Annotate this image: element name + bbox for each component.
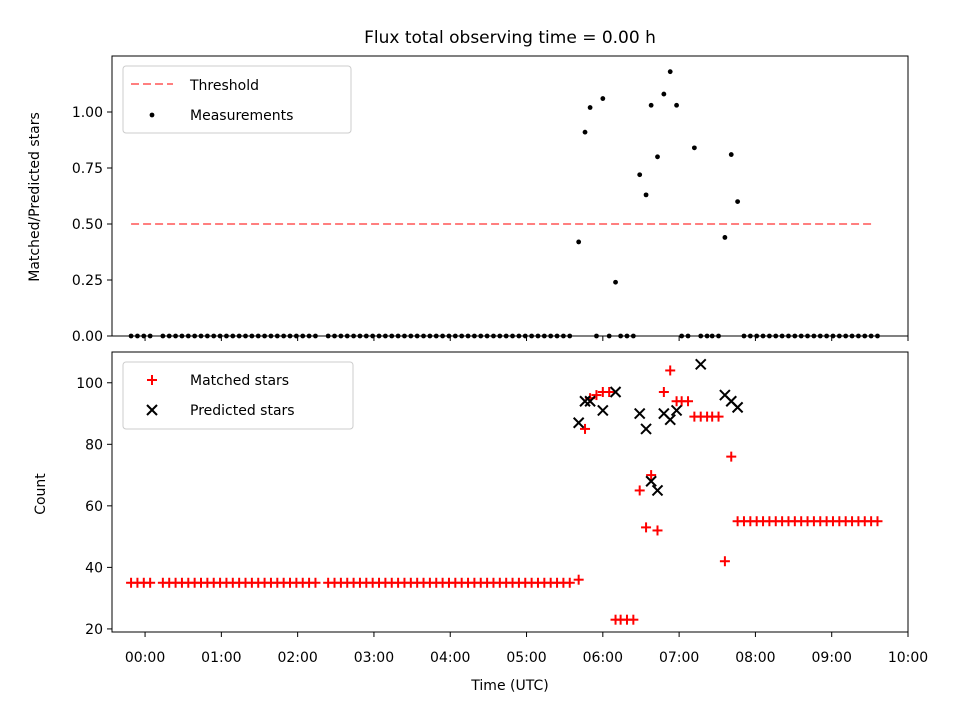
legend-measurements-swatch (149, 112, 155, 118)
predicted-star-point (609, 386, 622, 398)
predicted-star-point (695, 358, 707, 371)
predicted-star-point (572, 417, 585, 429)
matched-star-point (628, 614, 639, 625)
bottom-x-tick-label: 02:00 (277, 650, 317, 666)
measurement-point (691, 145, 697, 151)
bottom-y-axis-label: Count (33, 473, 49, 515)
predicted-star-point (731, 401, 744, 414)
predicted-star-point (597, 404, 609, 417)
measurement-point (643, 192, 649, 198)
measurement-point (735, 199, 741, 205)
bottom-x-tick-label: 00:00 (125, 650, 165, 666)
chart-title: Flux total observing time = 0.00 h (364, 28, 656, 48)
top-y-tick-label: 1.00 (72, 105, 103, 121)
bottom-y-tick-label: 40 (85, 560, 103, 576)
legend-predicted-swatch (146, 404, 158, 416)
top-panel: 0.00 0.25 0.50 0.75 1.00 Threshold Measureme… (72, 55, 909, 345)
bottom-legend-box (122, 361, 354, 430)
bottom-x-tick-label: 08:00 (735, 650, 775, 666)
bottom-y-ticks: 20 40 60 80 100 (76, 376, 112, 638)
measurement-point (674, 102, 679, 108)
measurement-point (587, 105, 593, 110)
top-plot-frame (111, 55, 909, 337)
bottom-x-tick-label: 07:00 (659, 650, 699, 666)
top-y-tick-label: 0.25 (72, 273, 103, 289)
matched-star-point (634, 485, 645, 496)
bottom-x-ticks: 00:00 01:00 02:00 03:00 04:00 05:00 06:00 07:00… (125, 632, 928, 666)
top-y-tick-label: 0.75 (72, 161, 103, 177)
measurement-point (600, 96, 606, 101)
x-axis-label: Time (UTC) (470, 678, 548, 694)
matched-star-point (872, 516, 883, 527)
bottom-plot-marks (126, 358, 883, 625)
bottom-panel: 20 40 60 80 100 00:00 01:00 02:00 03:00 04:00 05:… (76, 351, 928, 666)
matched-star-point (564, 577, 575, 588)
matched-star-point (726, 451, 737, 462)
matched-star-point (713, 411, 724, 422)
bottom-y-tick-label: 60 (85, 499, 103, 515)
predicted-star-point (645, 475, 657, 487)
measurement-point (613, 279, 618, 285)
matched-star-point (665, 365, 676, 376)
predicted-star-point (633, 407, 646, 420)
measurement-point (576, 239, 582, 245)
measurement-point (637, 172, 643, 178)
legend-threshold-label: Threshold (189, 78, 259, 94)
bottom-y-tick-label: 20 (85, 622, 103, 638)
matched-star-point (145, 577, 156, 588)
bottom-x-tick-label: 01:00 (201, 650, 241, 666)
top-legend-box (122, 65, 352, 134)
matched-star-point (652, 525, 663, 536)
legend-matched-label: Matched stars (190, 373, 289, 389)
predicted-star-point (579, 395, 591, 407)
measurement-point (582, 129, 588, 135)
matched-star-point (658, 387, 669, 397)
bottom-y-tick-label: 100 (76, 376, 103, 392)
measurement-point (648, 102, 654, 108)
measurement-point (728, 152, 734, 157)
bottom-y-tick-label: 80 (85, 437, 103, 453)
bottom-plot-frame (111, 351, 909, 633)
bottom-x-tick-label: 10:00 (888, 650, 928, 666)
top-y-tick-label: 0.00 (72, 329, 103, 345)
matched-star-point (310, 577, 321, 588)
matched-star-point (580, 423, 591, 434)
predicted-star-point (670, 404, 683, 417)
top-y-tick-label: 0.50 (72, 217, 103, 233)
legend-predicted-label: Predicted stars (190, 403, 295, 419)
bottom-x-tick-label: 05:00 (506, 650, 546, 666)
predicted-star-point (640, 423, 652, 435)
matched-star-point (719, 556, 730, 567)
bottom-x-tick-label: 03:00 (354, 650, 394, 666)
bottom-x-tick-label: 09:00 (812, 650, 852, 666)
predicted-star-point (651, 484, 664, 497)
matched-star-point (646, 470, 657, 481)
bottom-legend: Matched stars Predicted stars (122, 361, 354, 430)
measurement-point (667, 69, 673, 75)
predicted-star-point (664, 413, 676, 426)
matched-star-point (683, 396, 694, 407)
top-legend: Threshold Measurements (122, 65, 352, 134)
legend-measurements-label: Measurements (190, 108, 293, 124)
matched-star-point (573, 574, 584, 585)
legend-matched-swatch (147, 375, 157, 385)
top-y-axis-label: Matched/Predicted stars (27, 112, 43, 282)
predicted-star-point (584, 395, 596, 407)
matched-star-point (641, 522, 652, 533)
measurement-point (655, 154, 660, 160)
matched-star-point (604, 387, 615, 397)
bottom-x-tick-label: 06:00 (583, 650, 623, 666)
bottom-x-tick-label: 04:00 (430, 650, 470, 666)
top-plot-marks (128, 69, 880, 339)
matched-star-point (591, 390, 602, 401)
measurement-point (722, 235, 728, 240)
top-y-ticks: 0.00 0.25 0.50 0.75 1.00 (72, 105, 112, 345)
measurement-point (661, 91, 667, 97)
